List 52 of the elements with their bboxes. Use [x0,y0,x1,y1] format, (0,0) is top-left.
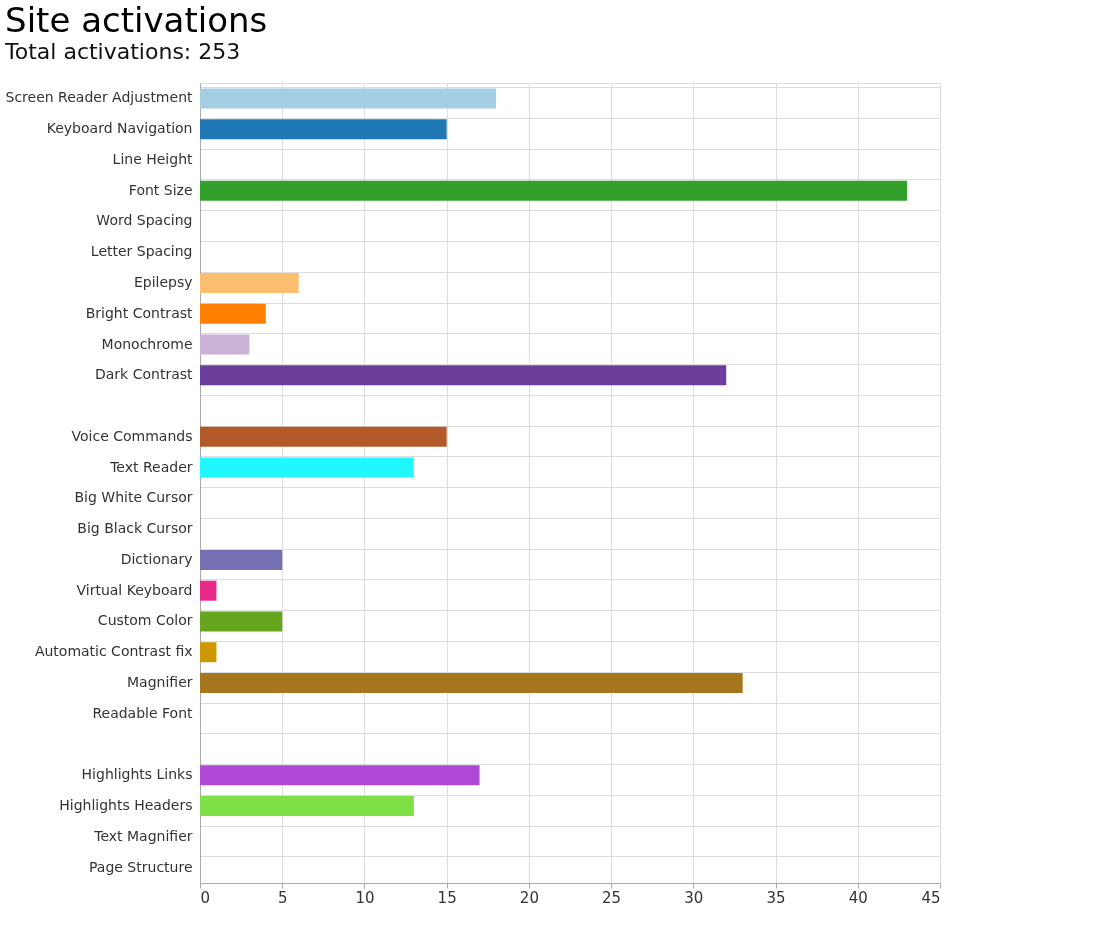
y-tick-label: Virtual Keyboard [76,581,193,598]
y-tick-label: Automatic Contrast fix [34,643,193,660]
y-tick-label: Line Height [112,150,194,167]
bar [200,365,727,386]
y-tick-label: Custom Color [97,612,193,629]
y-tick-label: Magnifier [127,674,193,690]
y-tick-label: Word Spacing [96,212,193,229]
bar [200,457,414,478]
y-tick-label: Big White Cursor [74,489,193,506]
x-tick-label: 30 [684,888,704,907]
y-tick-label: Highlights Links [81,766,193,783]
bar [200,796,414,817]
bar [200,426,447,447]
y-tick-label: Epilepsy [133,274,193,290]
chart-title: Site activations [5,0,268,40]
bar [200,673,743,693]
x-tick-label: 5 [277,888,288,907]
bar [200,549,283,570]
bar [200,580,217,601]
y-tick-label: Big Black Cursor [77,520,193,537]
y-tick-label: Dictionary [120,550,193,567]
bar [200,303,266,324]
x-tick-label: 45 [921,888,941,907]
y-tick-label: Bright Contrast [85,304,193,321]
bar [200,119,447,140]
y-tick-label: Page Structure [89,858,193,875]
y-tick-label: Highlights Headers [59,797,193,814]
bar [200,642,217,663]
y-tick-label: Monochrome [101,335,193,352]
y-tick-label: Text Magnifier [93,827,193,844]
y-tick-label: Voice Commands [71,427,193,444]
x-tick-label: 10 [355,888,375,907]
bar [200,180,908,201]
x-tick-label: 20 [519,888,539,907]
y-tick-label: Screen Reader Adjustment [5,89,193,106]
y-tick-label: Font Size [128,181,193,198]
bar [200,334,250,355]
bar [200,765,480,786]
x-tick-label: 25 [602,888,622,907]
y-tick-label: Letter Spacing [90,243,193,260]
bar [200,611,283,632]
chart-subtitle: Total activations: 253 [4,39,241,64]
y-tick-label: Readable Font [92,704,194,721]
bar [200,88,496,109]
x-tick-label: 40 [848,888,868,907]
x-tick-label: 35 [766,888,786,907]
x-tick-label: 15 [437,888,457,907]
y-tick-label: Keyboard Navigation [46,120,193,137]
y-tick-label: Text Reader [109,458,193,475]
bar [200,273,299,293]
x-tick-label: 0 [200,888,211,907]
y-tick-label: Dark Contrast [95,366,193,383]
